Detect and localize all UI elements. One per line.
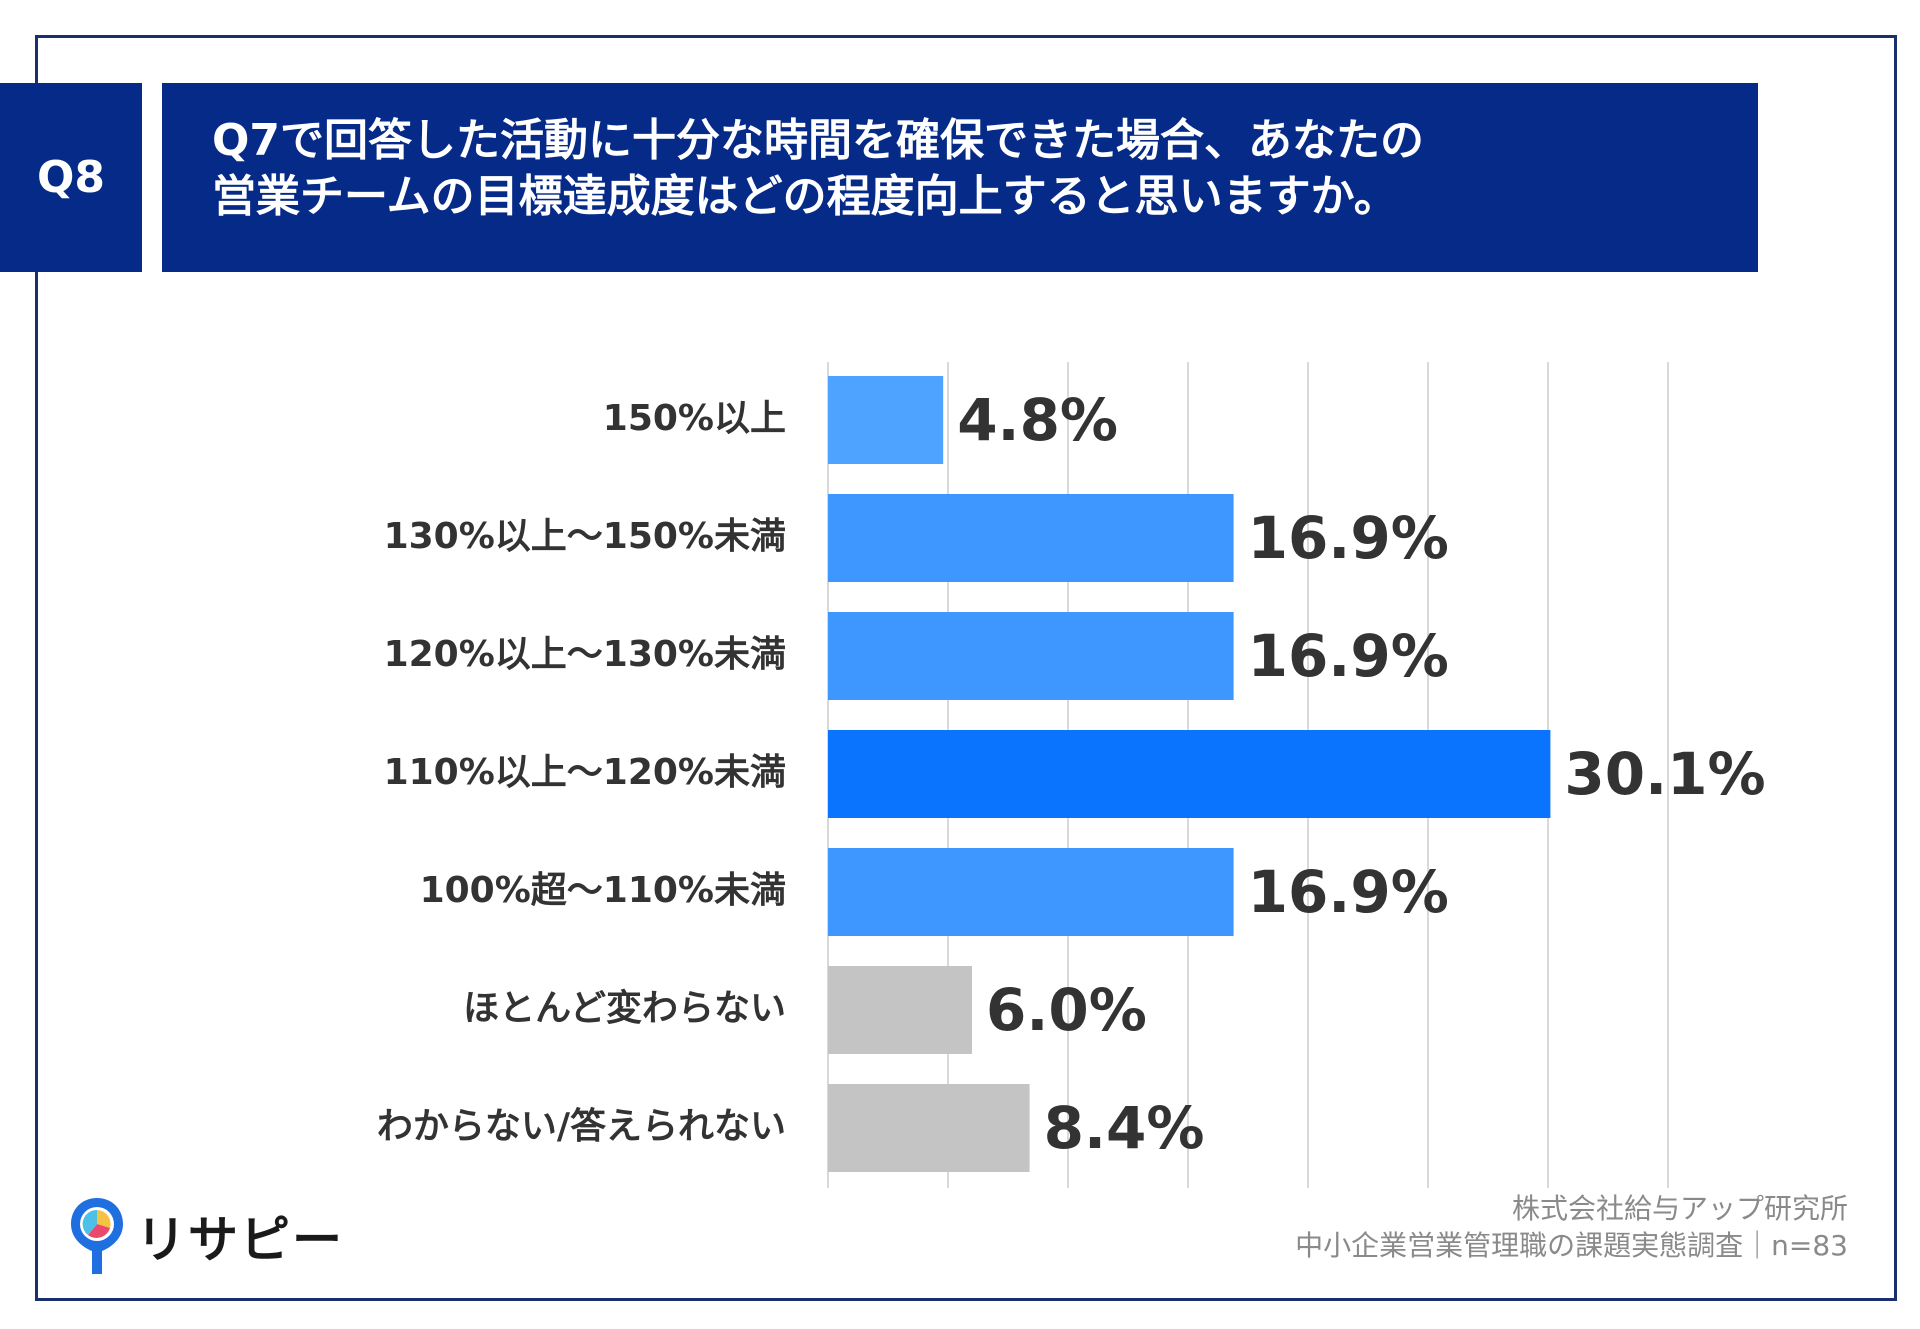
pin-pie-icon xyxy=(71,1198,123,1274)
source-line-1: 株式会社給与アップ研究所 xyxy=(1511,1192,1848,1225)
question-title-line-1: Q7で回答した活動に十分な時間を確保できた場合、あなたの xyxy=(212,115,1425,166)
question-badge: Q8 xyxy=(0,83,142,272)
bar xyxy=(828,966,972,1054)
brand-logo: リサピー xyxy=(68,1196,344,1276)
source-line-2: 中小企業営業管理職の課題実態調査｜n=83 xyxy=(1295,1229,1848,1262)
value-label: 30.1% xyxy=(1564,740,1765,808)
value-label: 16.9% xyxy=(1248,504,1449,572)
bar xyxy=(828,848,1234,936)
bar xyxy=(828,376,944,464)
bar xyxy=(828,494,1234,582)
brand-logo-text: リサピー xyxy=(136,1211,344,1269)
bars xyxy=(828,376,1551,1172)
category-label: わからない/答えられない xyxy=(377,1106,786,1147)
value-label: 6.0% xyxy=(986,976,1147,1044)
category-label: 130%以上～150%未満 xyxy=(384,516,786,557)
bar xyxy=(828,1084,1030,1172)
category-label: 120%以上～130%未満 xyxy=(384,634,786,675)
category-label: ほとんど変わらない xyxy=(463,987,786,1029)
source-note: 株式会社給与アップ研究所 中小企業営業管理職の課題実態調査｜n=83 xyxy=(1295,1190,1848,1264)
category-label: 100%超～110%未満 xyxy=(420,870,786,911)
labels: 150%以上 4.8% 130%以上～150%未満 16.9% 120%以上～130%未… xyxy=(377,386,1766,1162)
value-label: 16.9% xyxy=(1248,858,1449,926)
category-label: 150%以上 xyxy=(603,398,786,439)
value-label: 4.8% xyxy=(957,386,1118,454)
bar xyxy=(828,730,1551,818)
category-label: 110%以上～120%未満 xyxy=(384,752,786,793)
question-title: Q7で回答した活動に十分な時間を確保できた場合、あなたの 営業チームの目標達成度… xyxy=(162,83,1758,272)
value-label: 8.4% xyxy=(1044,1094,1205,1162)
bar xyxy=(828,612,1234,700)
question-title-line-2: 営業チームの目標達成度はどの程度向上すると思いますか。 xyxy=(212,171,1398,222)
value-label: 16.9% xyxy=(1248,622,1449,690)
